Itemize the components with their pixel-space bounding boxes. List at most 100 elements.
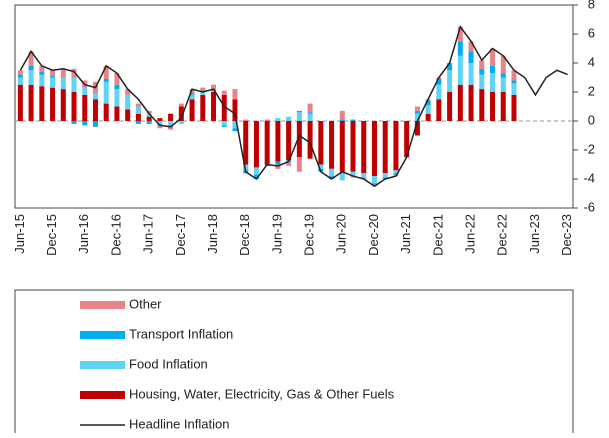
bar-segment <box>490 73 496 92</box>
bar-segment <box>39 65 45 72</box>
bar-segment <box>393 170 399 174</box>
bar-segment <box>511 94 517 121</box>
bar-segment <box>425 105 431 114</box>
y-tick-label: 6 <box>588 25 595 40</box>
x-tick-label: Jun-22 <box>462 214 477 254</box>
bar-segment <box>511 70 517 81</box>
bar-segment <box>350 171 356 177</box>
bar-segment <box>60 89 66 121</box>
bar-segment <box>307 121 313 159</box>
bar-segment <box>71 92 77 121</box>
bar-segment <box>318 164 324 169</box>
bar-segment <box>28 65 34 71</box>
bar-segment <box>114 106 120 121</box>
bar-segment <box>243 121 249 165</box>
x-tick-label: Jun-20 <box>334 214 349 254</box>
bar-segment <box>221 121 227 126</box>
x-tick-label: Dec-16 <box>108 214 123 256</box>
x-tick-label: Dec-17 <box>173 214 188 256</box>
bar-segment <box>221 94 227 121</box>
bar-segment <box>329 121 335 169</box>
bar-segment <box>71 68 77 78</box>
bar-segment <box>157 118 163 121</box>
legend-swatch <box>80 391 125 399</box>
legend-swatch <box>80 331 125 339</box>
bar-segment <box>114 84 120 90</box>
bar-segment <box>393 121 399 171</box>
bar-segment <box>404 121 410 158</box>
bar-segment <box>71 77 77 92</box>
bar-segment <box>82 121 88 126</box>
legend-label: Other <box>129 296 162 311</box>
bar-segment <box>211 92 217 121</box>
bar-segment <box>339 110 345 120</box>
headline-line <box>19 25 568 188</box>
bar-segment <box>60 77 66 90</box>
bar-segment <box>232 99 238 121</box>
bar-segment <box>307 113 313 121</box>
bar-segment <box>393 173 399 175</box>
bar-segment <box>114 89 120 107</box>
bar-segment <box>296 121 302 158</box>
bar-segment <box>500 77 506 92</box>
bar-segment <box>168 113 174 121</box>
bar-segment <box>350 121 356 172</box>
x-tick-label: Dec-23 <box>559 214 574 256</box>
bar-segment <box>82 94 88 121</box>
bar-segment <box>253 174 259 179</box>
bar-segment <box>264 119 270 121</box>
bar-segment <box>17 70 23 75</box>
bar-segment <box>307 103 313 113</box>
x-tick-label: Jun-21 <box>398 214 413 254</box>
bar-segment <box>189 93 195 95</box>
bar-segment <box>28 51 34 66</box>
bar-segment <box>60 68 66 78</box>
bar-segment <box>17 77 23 85</box>
x-tick-label: Jun-17 <box>141 214 156 254</box>
bar-segment <box>178 103 184 107</box>
bar-segment <box>275 118 281 121</box>
x-tick-label: Dec-20 <box>366 214 381 256</box>
bar-segment <box>425 113 431 121</box>
x-tick-label: Dec-22 <box>495 214 510 256</box>
bar-segment <box>200 94 206 121</box>
bar-segment <box>436 78 442 85</box>
bar-segment <box>382 173 388 178</box>
bar-segment <box>500 73 506 78</box>
bar-segment <box>511 80 517 84</box>
bar-segment <box>468 51 474 63</box>
bar-segment <box>318 121 324 165</box>
bar-segment <box>168 126 174 130</box>
bar-segment <box>457 84 463 121</box>
bar-segment <box>200 87 206 91</box>
bar-segment <box>329 176 335 179</box>
legend-frame <box>14 289 574 438</box>
bar-segment <box>28 70 34 85</box>
bar-segment <box>307 112 313 114</box>
legend-label: Housing, Water, Electricity, Gas & Other… <box>129 386 395 401</box>
bar-segment <box>457 41 463 56</box>
bar-segment <box>189 99 195 121</box>
x-tick-label: Jun-19 <box>269 214 284 254</box>
bar-segment <box>447 70 453 92</box>
bar-segment <box>414 106 420 111</box>
bar-segment <box>490 65 496 74</box>
bar-segment <box>189 89 195 94</box>
legend-label: Food Inflation <box>129 356 208 371</box>
bar-segment <box>39 86 45 121</box>
y-tick-label: 4 <box>588 54 595 69</box>
bar-segment <box>339 121 345 172</box>
bar-segment <box>178 121 184 124</box>
bar-segment <box>296 157 302 172</box>
x-tick-label: Dec-18 <box>237 214 252 256</box>
bar-segment <box>71 121 77 124</box>
bar-segment <box>178 106 184 121</box>
bar-segment <box>253 167 259 175</box>
bar-segment <box>500 55 506 74</box>
bar-segment <box>114 73 120 85</box>
bar-segment <box>168 121 174 126</box>
bar-segment <box>286 121 292 161</box>
bar-segment <box>221 125 227 127</box>
bar-segment <box>275 121 281 162</box>
